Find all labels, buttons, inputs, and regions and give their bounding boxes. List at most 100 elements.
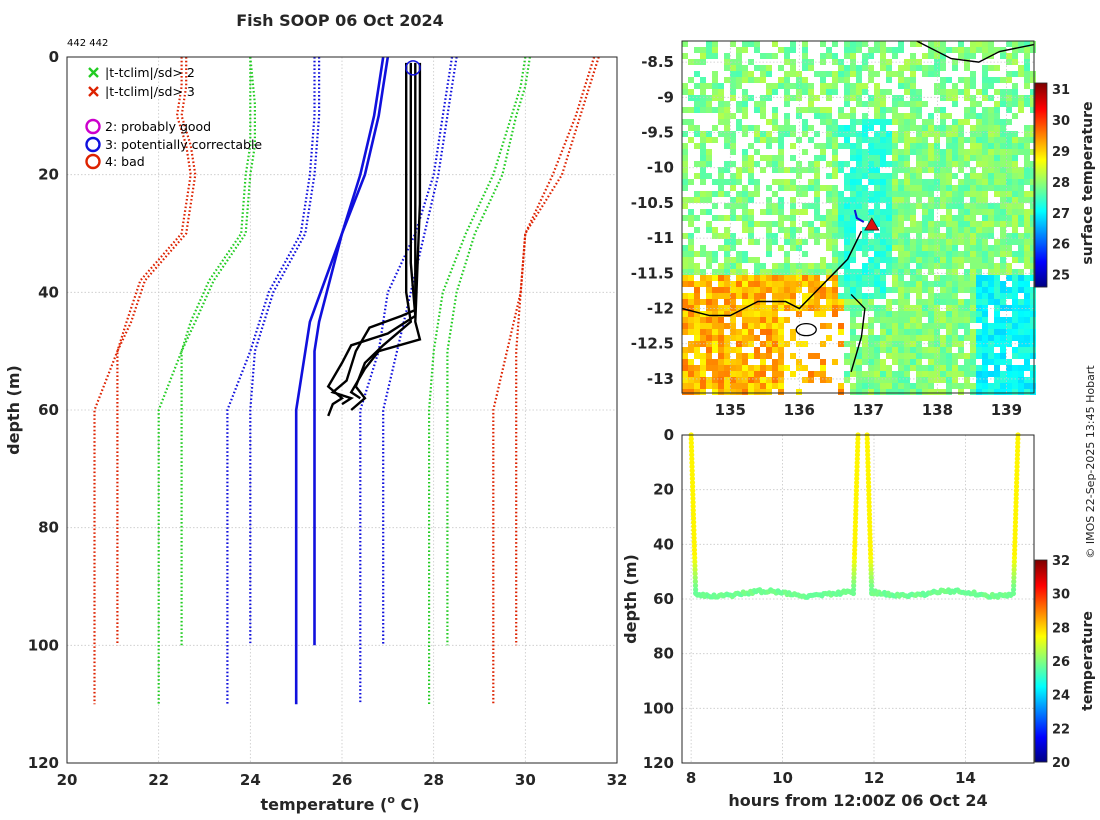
td-point	[690, 487, 696, 494]
sst-cell	[886, 347, 892, 353]
sst-cell	[790, 287, 796, 293]
sst-cell	[694, 323, 700, 329]
colorbar-band	[1035, 211, 1047, 213]
colorbar-band	[1035, 751, 1047, 753]
sst-cell	[958, 137, 964, 143]
colorbar-band	[1035, 724, 1047, 726]
sst-cell	[958, 257, 964, 263]
td-point	[1011, 571, 1017, 577]
sst-cell	[1006, 239, 1012, 245]
td-point	[1012, 527, 1018, 533]
td-point	[853, 511, 859, 517]
sst-cell	[952, 95, 958, 101]
sst-cell	[934, 251, 940, 257]
sst-cell	[796, 191, 802, 197]
td-point	[1011, 551, 1018, 557]
sst-cell	[880, 239, 886, 245]
sst-cell	[856, 143, 862, 149]
sst-cell	[730, 179, 736, 185]
td-point	[692, 563, 698, 569]
sst-cell	[988, 353, 994, 359]
sst-cell	[976, 203, 982, 209]
sst-cell	[742, 107, 748, 113]
colorbar-band	[1035, 123, 1047, 125]
sst-cell	[724, 143, 730, 149]
td-point	[866, 499, 872, 505]
sst-cell	[700, 275, 706, 281]
sst-cell	[886, 317, 892, 323]
sst-cell	[898, 377, 904, 383]
sst-cell	[988, 275, 994, 281]
colorbar-band	[1035, 680, 1047, 682]
sst-cell	[880, 335, 886, 341]
sst-cell	[844, 137, 850, 143]
colorbar-band	[1035, 736, 1047, 738]
sst-cell	[868, 191, 874, 197]
sst-cell	[934, 299, 940, 305]
sst-cell	[976, 155, 982, 161]
sst-cell	[922, 185, 928, 191]
colorbar-band	[1035, 245, 1047, 247]
sst-cell	[898, 197, 904, 203]
profile-y-tick-label: 20	[38, 166, 59, 184]
td-point	[1014, 460, 1020, 466]
sst-cell	[1000, 197, 1006, 203]
sst-cell	[856, 293, 862, 299]
sst-cell	[754, 131, 760, 137]
colorbar-band	[1035, 132, 1047, 134]
colorbar-band	[1035, 168, 1047, 170]
sst-cell	[970, 131, 976, 137]
sst-cell	[964, 191, 970, 197]
sst-cell	[1012, 329, 1018, 335]
sst-cell	[940, 221, 946, 227]
colorbar-band	[1035, 84, 1047, 86]
colorbar-band	[1035, 163, 1047, 165]
sst-cell	[724, 269, 730, 275]
sst-cell	[850, 365, 856, 371]
sst-cell	[928, 215, 934, 221]
sst-cell	[820, 53, 826, 59]
sst-cell	[742, 359, 748, 365]
sst-cell	[778, 137, 784, 143]
sst-cell	[1012, 275, 1018, 281]
sst-cell	[928, 281, 934, 287]
td-point	[866, 511, 873, 517]
sst-cell	[766, 143, 772, 149]
sst-cell	[958, 209, 964, 215]
sst-cell	[970, 95, 976, 101]
sst-cell	[1012, 83, 1018, 89]
sst-cell	[1018, 191, 1024, 197]
sst-cell	[814, 233, 820, 239]
sst-cell	[1012, 149, 1018, 155]
sst-cell	[904, 359, 910, 365]
sst-cell	[790, 125, 796, 131]
sst-cell	[1000, 101, 1006, 107]
sst-cell	[982, 143, 988, 149]
colorbar-band	[1035, 200, 1047, 202]
colorbar-band	[1035, 160, 1047, 162]
sst-cell	[760, 167, 766, 173]
sst-cell	[928, 335, 934, 341]
td-x-tick-label: 12	[864, 769, 885, 787]
td-point	[1014, 456, 1020, 462]
sst-cell	[844, 83, 850, 89]
sst-cell	[874, 245, 880, 251]
sst-cell	[706, 341, 712, 347]
sst-cell	[1012, 293, 1018, 299]
sst-cell	[736, 311, 742, 317]
sst-cell	[766, 83, 772, 89]
sst-cell	[712, 71, 718, 77]
sst-cell	[910, 89, 916, 95]
sst-cell	[904, 287, 910, 293]
sst-cell	[1012, 233, 1018, 239]
td-point	[867, 535, 873, 541]
sst-cell	[784, 269, 790, 275]
sst-cell	[910, 173, 916, 179]
sst-cell	[1012, 299, 1018, 305]
sst-cell	[736, 287, 742, 293]
sst-cell	[910, 269, 916, 275]
sst-cell	[856, 185, 862, 191]
profile-y-tick-label: 60	[38, 401, 59, 419]
sst-cell	[760, 353, 766, 359]
sst-cell	[718, 335, 724, 341]
